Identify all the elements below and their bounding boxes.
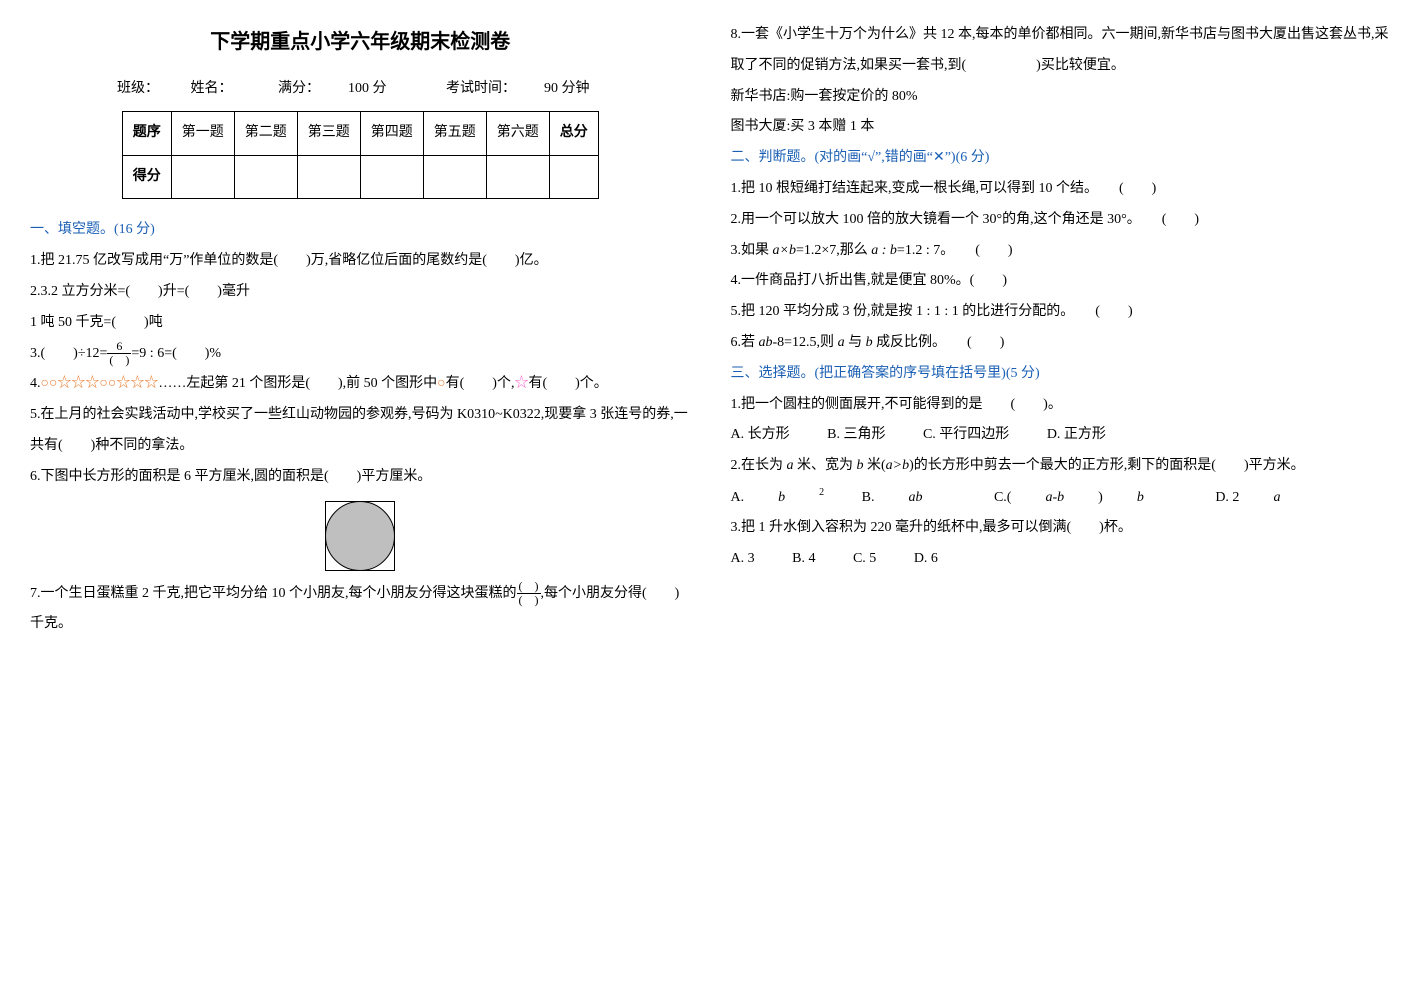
full-score: 满分：100 分 <box>264 81 401 96</box>
score-cell <box>549 155 598 199</box>
q1-8b: 新华书店:购一套按定价的 80% <box>731 82 1392 113</box>
q2-6: 6.若 ab-8=12.5,则 a 与 b 成反比例。 ( ) <box>731 328 1392 359</box>
option-d: D. 6 <box>914 544 938 575</box>
option-c: C.(a-b)b <box>994 483 1178 514</box>
q3-1: 1.把一个圆柱的侧面展开,不可能得到的是 ( )。 <box>731 390 1392 421</box>
right-column: 8.一套《小学生十万个为什么》共 12 本,每本的单价都相同。六一期间,新华书店… <box>731 20 1392 640</box>
q2-2: 2.用一个可以放大 100 倍的放大镜看一个 30°的角,这个角还是 30°。 … <box>731 205 1392 236</box>
q1-7: 7.一个生日蛋糕重 2 千克,把它平均分给 10 个小朋友,每个小朋友分得这块蛋… <box>30 579 691 641</box>
fraction: ( )( ) <box>517 580 541 607</box>
score-col-total: 总分 <box>549 111 598 155</box>
pattern-sequence: ○○☆☆☆○○☆☆☆ <box>41 376 159 391</box>
score-col: 第四题 <box>360 111 423 155</box>
score-cell <box>486 155 549 199</box>
q3-3-options: A. 3 B. 4 C. 5 D. 6 <box>731 544 1392 575</box>
name-label: 姓名： <box>191 81 233 96</box>
star-icon: ☆ <box>514 376 528 391</box>
exam-meta: 班级： 姓名： 满分：100 分 考试时间：90 分钟 <box>30 74 691 105</box>
q3-1-options: A. 长方形 B. 三角形 C. 平行四边形 D. 正方形 <box>731 420 1392 451</box>
option-c: C. 5 <box>853 544 876 575</box>
score-col: 第三题 <box>297 111 360 155</box>
circle-icon: ○ <box>437 376 445 391</box>
circle-in-square-figure <box>325 501 395 571</box>
left-column: 下学期重点小学六年级期末检测卷 班级： 姓名： 满分：100 分 考试时间：90… <box>30 20 691 640</box>
q3-2-options: A. b2 B. ab C.(a-b)b D. 2a <box>731 482 1392 513</box>
q1-1: 1.把 21.75 亿改写成用“万”作单位的数是( )万,省略亿位后面的尾数约是… <box>30 246 691 277</box>
option-b: B. 三角形 <box>827 420 885 451</box>
score-cell <box>297 155 360 199</box>
option-a: A. b2 <box>731 482 825 513</box>
square-shape <box>325 501 395 571</box>
q3-2: 2.在长为 a 米、宽为 b 米(a>b)的长方形中剪去一个最大的正方形,剩下的… <box>731 451 1392 482</box>
exam-time: 考试时间：90 分钟 <box>432 81 604 96</box>
q2-4: 4.一件商品打八折出售,就是便宜 80%。( ) <box>731 266 1392 297</box>
score-col: 第六题 <box>486 111 549 155</box>
score-cell <box>234 155 297 199</box>
score-cell <box>360 155 423 199</box>
q2-1: 1.把 10 根短绳打结连起来,变成一根长绳,可以得到 10 个结。 ( ) <box>731 174 1392 205</box>
q1-3: 3.( )÷12=6( )=9 : 6=( )% <box>30 339 691 370</box>
option-d: D. 2a <box>1215 483 1314 514</box>
option-c: C. 平行四边形 <box>923 420 1009 451</box>
score-row-header: 得分 <box>122 155 171 199</box>
score-cell <box>423 155 486 199</box>
q1-5: 5.在上月的社会实践活动中,学校买了一些红山动物园的参观券,号码为 K0310~… <box>30 400 691 462</box>
score-col: 第二题 <box>234 111 297 155</box>
q2-5: 5.把 120 平均分成 3 份,就是按 1 : 1 : 1 的比进行分配的。 … <box>731 297 1392 328</box>
option-a: A. 3 <box>731 544 755 575</box>
q1-6: 6.下图中长方形的面积是 6 平方厘米,圆的面积是( )平方厘米。 <box>30 462 691 493</box>
section-2-head: 二、判断题。(对的画“√”,错的画“✕”)(6 分) <box>731 143 1392 174</box>
q1-8c: 图书大厦:买 3 本赠 1 本 <box>731 112 1392 143</box>
section-3-head: 三、选择题。(把正确答案的序号填在括号里)(5 分) <box>731 359 1392 390</box>
score-table: 题序 第一题 第二题 第三题 第四题 第五题 第六题 总分 得分 <box>122 111 599 200</box>
option-d: D. 正方形 <box>1047 420 1106 451</box>
score-row-header: 题序 <box>122 111 171 155</box>
fraction: 6( ) <box>107 340 131 367</box>
q1-2: 2.3.2 立方分米=( )升=( )毫升 <box>30 277 691 308</box>
q1-8: 8.一套《小学生十万个为什么》共 12 本,每本的单价都相同。六一期间,新华书店… <box>731 20 1392 82</box>
q2-3: 3.如果 a×b=1.2×7,那么 a : b=1.2 : 7。 ( ) <box>731 236 1392 267</box>
q3-3: 3.把 1 升水倒入容积为 220 毫升的纸杯中,最多可以倒满( )杯。 <box>731 513 1392 544</box>
option-b: B. 4 <box>792 544 815 575</box>
q1-4: 4.○○☆☆☆○○☆☆☆……左起第 21 个图形是( ),前 50 个图形中○有… <box>30 369 691 400</box>
option-b: B. ab <box>862 483 957 514</box>
section-1-head: 一、填空题。(16 分) <box>30 215 691 246</box>
q1-2b: 1 吨 50 千克=( )吨 <box>30 308 691 339</box>
score-col: 第五题 <box>423 111 486 155</box>
class-label: 班级： <box>117 81 159 96</box>
score-cell <box>171 155 234 199</box>
exam-title: 下学期重点小学六年级期末检测卷 <box>30 20 691 64</box>
score-col: 第一题 <box>171 111 234 155</box>
option-a: A. 长方形 <box>731 420 790 451</box>
